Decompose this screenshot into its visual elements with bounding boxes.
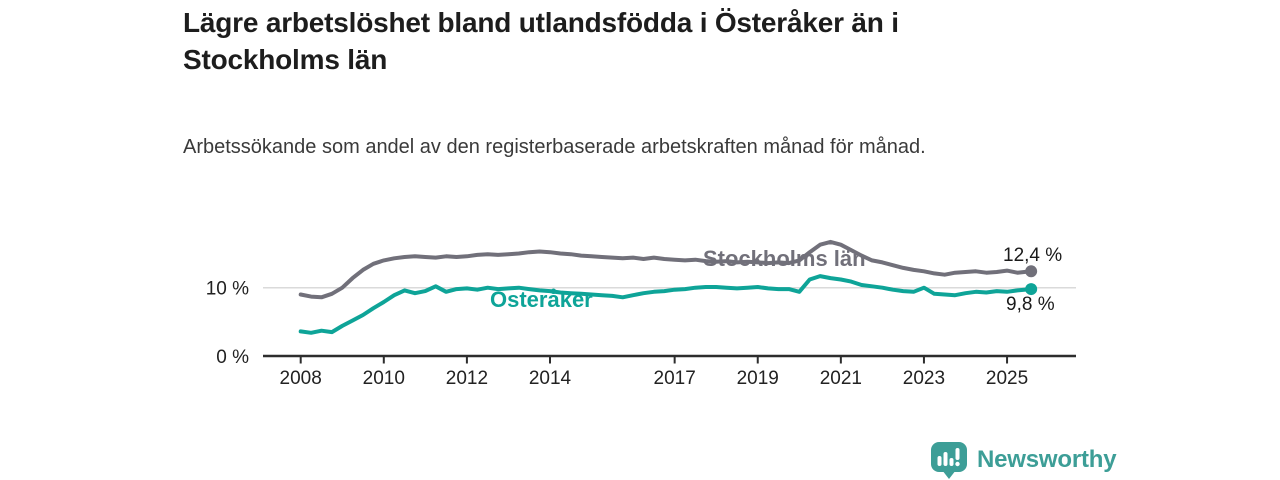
brand-name: Newsworthy xyxy=(977,446,1117,473)
chart-title: Lägre arbetslöshet bland utlandsfödda i … xyxy=(183,7,899,75)
end-value-label-osteraker: 9,8 % xyxy=(1006,294,1055,315)
series-label-osteraker: Österåker xyxy=(490,287,593,312)
x-tick-label: 2010 xyxy=(363,368,405,389)
series-label-stockholm: Stockholms län xyxy=(703,246,866,271)
x-tick-label: 2014 xyxy=(529,368,572,389)
series-line-osteraker xyxy=(298,274,1034,335)
y-tick-label: 10 % xyxy=(206,279,249,300)
line-chart: 2008 2010 2012 2014 2017 2019 2021 2023 2025 0 % 1… xyxy=(206,239,1076,389)
x-tick-label: 2025 xyxy=(986,368,1028,389)
series-line-stockholm xyxy=(298,239,1034,300)
end-dot-osteraker xyxy=(1025,283,1038,296)
end-dot-stockholm xyxy=(1025,265,1038,278)
x-tick-label: 2012 xyxy=(446,368,488,389)
x-tick-label: 2023 xyxy=(903,368,945,389)
brand-footer: Newsworthy xyxy=(930,441,1117,479)
x-tick-label: 2019 xyxy=(737,368,779,389)
chart-subtitle: Arbetssökande som andel av den registerb… xyxy=(183,136,926,158)
y-tick-label: 0 % xyxy=(216,347,249,368)
x-tick-label: 2021 xyxy=(820,368,862,389)
x-tick-label: 2017 xyxy=(654,368,696,389)
end-value-label-stockholm: 12,4 % xyxy=(1003,245,1062,266)
x-tick-label: 2008 xyxy=(280,368,322,389)
bar-chart-speech-bubble-icon xyxy=(931,442,967,479)
